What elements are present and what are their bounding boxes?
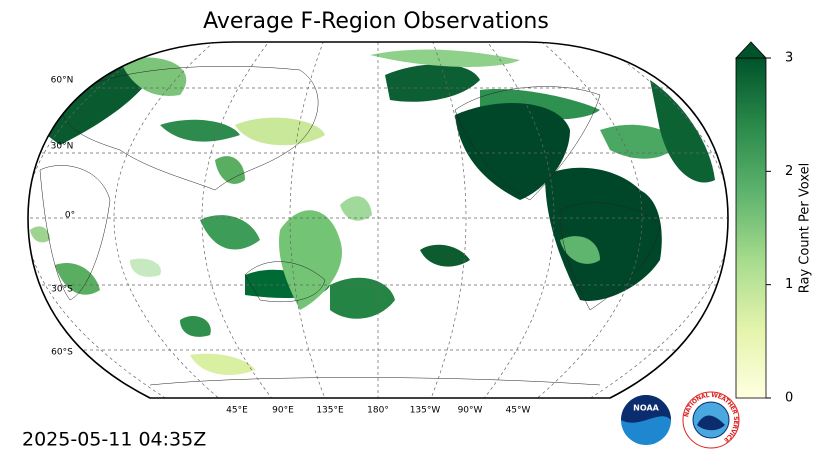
longitude-label: 135°E bbox=[316, 406, 344, 416]
map-outline bbox=[27, 41, 729, 399]
colorbar-extension bbox=[735, 41, 767, 59]
longitude-label: 45°W bbox=[506, 406, 531, 416]
longitude-label: 180° bbox=[367, 406, 389, 416]
meridian bbox=[289, 42, 329, 398]
colorbar-tick-label: 1 bbox=[785, 277, 793, 292]
colorbar-tick-label: 2 bbox=[785, 164, 793, 179]
meridian bbox=[427, 42, 467, 398]
longitude-label: 90°E bbox=[272, 406, 294, 416]
title: Average F-Region Observations bbox=[203, 9, 549, 34]
timestamp: 2025-05-11 04:35Z bbox=[22, 429, 206, 451]
coastlines bbox=[39, 66, 661, 386]
longitude-label: 90°W bbox=[458, 406, 483, 416]
colorbar: Ray Count Per Voxel 0 1 2 3 bbox=[735, 41, 813, 406]
colorbar-tick-label: 0 bbox=[785, 391, 793, 406]
latitude-label: 60°S bbox=[51, 348, 73, 358]
map-body bbox=[28, 42, 728, 398]
colorbar-label: Ray Count Per Voxel bbox=[798, 163, 813, 293]
colorbar-scale bbox=[735, 57, 767, 399]
noaa-text: NOAA bbox=[633, 404, 659, 413]
noaa-logo: NOAA bbox=[621, 395, 671, 445]
nws-logo: NATIONAL WEATHER SERVICE bbox=[682, 391, 740, 449]
colorbar-tick-label: 3 bbox=[785, 51, 793, 66]
latitude-label: 0° bbox=[65, 211, 75, 221]
longitude-label: 45°E bbox=[226, 406, 248, 416]
nws-mark bbox=[697, 415, 725, 431]
meridian bbox=[527, 42, 643, 398]
latitude-label: 60°N bbox=[51, 76, 74, 86]
observation-field bbox=[30, 49, 715, 375]
graticule bbox=[28, 42, 728, 398]
meridian bbox=[201, 42, 279, 398]
longitude-label: 135°W bbox=[410, 406, 441, 416]
latitude-label: 30°N bbox=[51, 142, 74, 152]
graticule-labels: 60°N 30°N 0° 30°S 60°S 45°E 90°E 135°E 180° 135°W… bbox=[51, 76, 531, 416]
noaa-top bbox=[621, 395, 671, 423]
meridian bbox=[477, 42, 555, 398]
latitude-label: 30°S bbox=[51, 285, 73, 295]
meridian bbox=[113, 42, 229, 398]
